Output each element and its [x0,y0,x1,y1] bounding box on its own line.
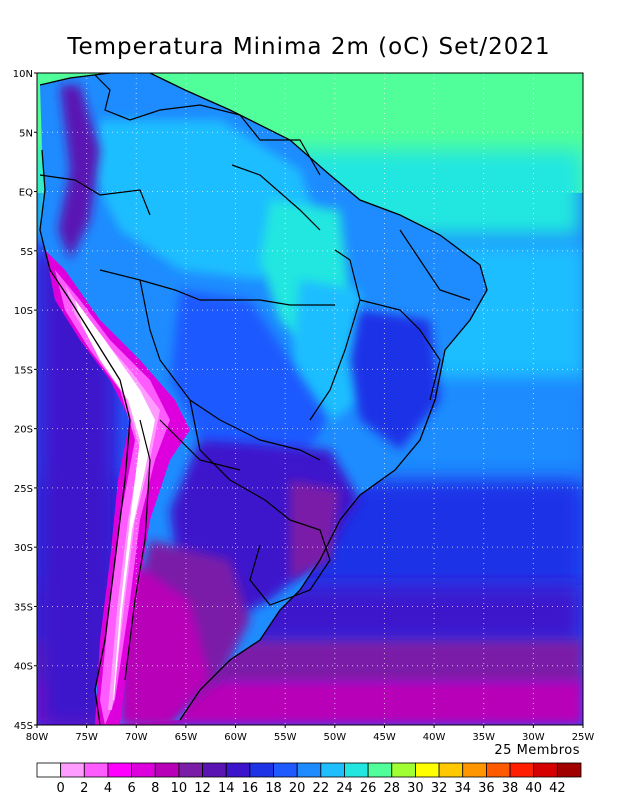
colorbar-swatch [83,762,109,778]
lon-label: 50W [324,732,347,743]
colorbar-tick-label: 34 [454,781,471,796]
colorbar-swatch [273,762,298,778]
lon-label: 25W [572,732,595,743]
colorbar-tick-label: 40 [525,781,542,796]
lon-label: 30W [522,732,545,743]
colorbar-swatch [296,762,322,778]
colorbar-tick-label: 42 [549,781,566,796]
longitude-labels: 80W 75W 70W 65W 60W 55W 50W 45W 40W 35W 30W 25W [26,725,595,743]
lat-label: 20S [14,425,33,436]
lat-label: 35S [14,602,33,613]
lat-label: 45S [14,721,33,732]
colorbar-swatch [249,762,274,778]
lon-label: 45W [373,732,396,743]
colorbar-tick-label: 30 [407,781,424,796]
lat-label: 10N [13,69,33,80]
country-borders [39,74,471,681]
colorbar-tick-label: 28 [384,781,401,796]
colorbar-swatch [320,762,345,778]
colorbar-tick-label: 26 [360,781,377,796]
lat-label: 5N [19,128,33,139]
lat-label: 10S [14,306,33,317]
lat-label: 15S [14,365,33,376]
lat-label: EQ [19,188,33,199]
colorbar-tick-label: 20 [289,781,306,796]
colorbar-swatch [131,762,156,778]
colorbar-tick-label: 32 [431,781,448,796]
lat-label: 30S [14,543,33,554]
lon-label: 70W [125,732,148,743]
colorbar-swatch [438,762,464,778]
lon-label: 40W [423,732,446,743]
colorbar-tick-label: 12 [194,781,211,796]
lat-label: 40S [14,662,33,673]
colorbar-tick-label: 4 [104,781,112,796]
colorbar-tick-label: 14 [218,781,235,796]
lon-label: 35W [472,732,495,743]
colorbar-tick-label: 18 [265,781,282,796]
lon-label: 80W [26,732,49,743]
lon-label: 55W [274,732,297,743]
map-title: Temperatura Minima 2m (oC) Set/2021 [67,34,551,60]
colorbar-swatch [344,762,369,778]
colorbar-swatch [556,762,582,778]
lon-label: 60W [224,732,247,743]
lat-label: 25S [14,484,33,495]
colorbar-labels: 0 2 4 6 8 10 12 14 16 18 20 22 24 26 28 30 32 34 36 38 40 42 [57,781,566,796]
colorbar-swatch [509,762,535,778]
colorbar-tick-label: 0 [57,781,65,796]
colorbar-swatch [107,762,133,778]
colorbar-swatch [367,762,393,778]
colorbar [36,762,582,778]
colorbar-swatch [60,762,85,778]
colorbar-swatch [36,762,62,778]
lon-label: 75W [75,732,98,743]
colorbar-swatch [178,762,203,778]
coastline [39,72,488,726]
colorbar-tick-label: 10 [171,781,188,796]
colorbar-swatch [225,762,251,778]
temperature-field [37,73,583,725]
colorbar-swatch [485,762,511,778]
colorbar-swatch [533,762,558,778]
colorbar-swatch [202,762,227,778]
colorbar-tick-label: 24 [336,781,353,796]
colorbar-tick-label: 16 [242,781,259,796]
lat-label: 5S [20,247,33,258]
colorbar-swatch [154,762,180,778]
colorbar-swatch [462,762,487,778]
colorbar-tick-label: 8 [151,781,159,796]
colorbar-tick-label: 2 [80,781,88,796]
lon-label: 65W [175,732,198,743]
colorbar-swatch [391,762,416,778]
latitude-labels: 10N 5N EQ 5S 10S 15S 20S 25S 30S 35S 40S 45S [13,69,37,732]
map-frame [36,72,584,726]
colorbar-tick-label: 36 [478,781,495,796]
members-note: 25 Membros [494,743,580,758]
colorbar-tick-label: 22 [313,781,330,796]
lat-lon-grid [37,73,583,725]
colorbar-swatch [415,762,440,778]
colorbar-tick-label: 38 [502,781,519,796]
colorbar-tick-label: 6 [127,781,135,796]
